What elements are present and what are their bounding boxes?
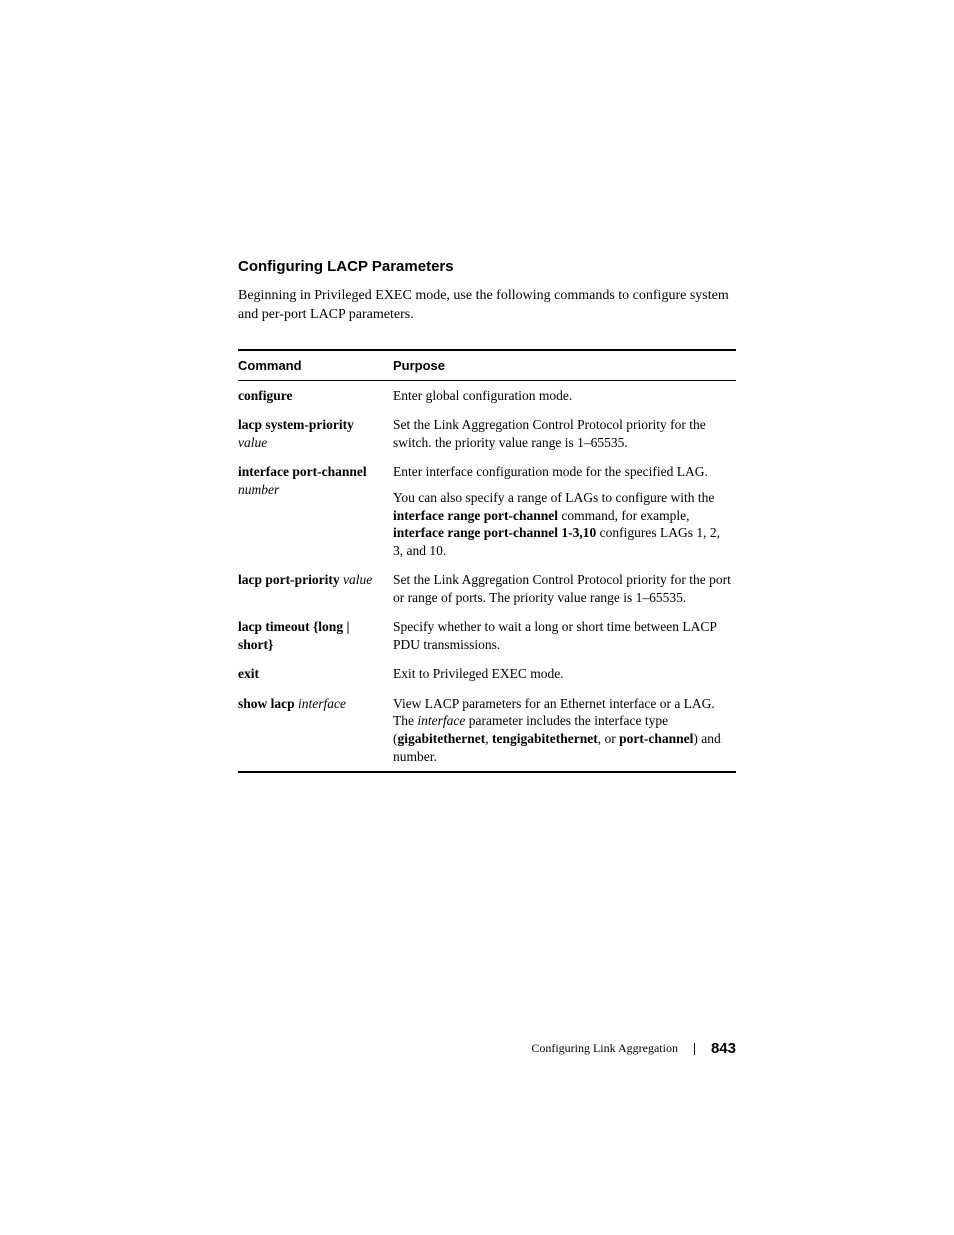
table-row: configure Enter global configuration mod… <box>238 380 736 410</box>
cell-command: lacp system-priority value <box>238 410 393 457</box>
table-header-row: Command Purpose <box>238 350 736 381</box>
cell-purpose: View LACP parameters for an Ethernet int… <box>393 689 736 772</box>
table-row: lacp timeout {long | short} Specify whet… <box>238 612 736 659</box>
cell-command: interface port-channel number <box>238 457 393 565</box>
footer-page-number: 843 <box>711 1040 736 1057</box>
cell-command: lacp port-priority value <box>238 565 393 612</box>
section-heading: Configuring LACP Parameters <box>238 258 736 275</box>
cell-purpose: Enter global configuration mode. <box>393 380 736 410</box>
page-footer: Configuring Link Aggregation 843 <box>531 1040 736 1057</box>
cell-command: show lacp interface <box>238 689 393 772</box>
cell-purpose: Specify whether to wait a long or short … <box>393 612 736 659</box>
intro-paragraph: Beginning in Privileged EXEC mode, use t… <box>238 287 736 325</box>
cell-purpose: Exit to Privileged EXEC mode. <box>393 659 736 689</box>
cell-command: lacp timeout {long | short} <box>238 612 393 659</box>
cell-purpose: Set the Link Aggregation Control Protoco… <box>393 410 736 457</box>
header-command: Command <box>238 350 393 381</box>
cell-command: exit <box>238 659 393 689</box>
table-row: lacp port-priority value Set the Link Ag… <box>238 565 736 612</box>
table-row: exit Exit to Privileged EXEC mode. <box>238 659 736 689</box>
table-row: lacp system-priority value Set the Link … <box>238 410 736 457</box>
footer-section-title: Configuring Link Aggregation <box>531 1041 678 1056</box>
header-purpose: Purpose <box>393 350 736 381</box>
cell-purpose: Enter interface configuration mode for t… <box>393 457 736 565</box>
table-row: show lacp interface View LACP parameters… <box>238 689 736 772</box>
cell-purpose: Set the Link Aggregation Control Protoco… <box>393 565 736 612</box>
command-table: Command Purpose configure Enter global c… <box>238 349 736 773</box>
cell-command: configure <box>238 380 393 410</box>
footer-divider <box>694 1043 695 1055</box>
table-row: interface port-channel number Enter inte… <box>238 457 736 565</box>
